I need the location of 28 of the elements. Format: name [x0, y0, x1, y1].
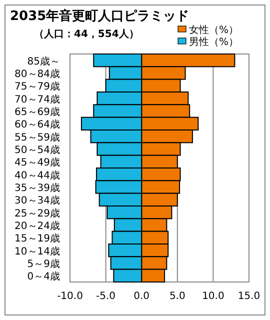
x-tick-label: -5.0 — [96, 291, 116, 302]
y-tick-label: 55～59歳 — [14, 131, 60, 144]
y-tick-label: 80～84歳 — [14, 68, 60, 80]
x-tick-label: 0.0 — [134, 291, 150, 302]
chart-title: 2035年音更町人口ピラミッド — [10, 8, 190, 24]
y-tick-label: 60～64歳 — [14, 118, 60, 131]
x-tick-label: 15.0 — [238, 291, 260, 302]
legend-label: 男性（%） — [189, 36, 239, 48]
y-tick-label: 10～14歳 — [14, 245, 60, 258]
y-tick-label: 75～79歳 — [14, 80, 60, 93]
y-tick-label: 45～49歳 — [14, 156, 60, 169]
y-tick-label: 50～54歳 — [14, 144, 60, 156]
y-tick-label: 15～19歳 — [14, 232, 60, 245]
y-tick-label: 35～39歳 — [14, 182, 60, 194]
y-tick-label: 25～29歳 — [14, 207, 60, 220]
legend-label: 女性（%） — [189, 24, 239, 36]
y-tick-label: 40～44歳 — [14, 169, 60, 182]
x-tick-label: 5.0 — [169, 291, 186, 302]
y-tick-label: 85歳～ — [27, 55, 60, 68]
y-tick-label: 20～24歳 — [14, 220, 60, 232]
x-tick-label: 10.0 — [202, 291, 224, 302]
y-tick-label: 5～9歳 — [27, 258, 60, 270]
chart-subtitle: （人口：44，554人） — [34, 28, 139, 40]
y-tick-label: 0～4歳 — [27, 270, 60, 283]
y-tick-label: 65～69歳 — [14, 106, 60, 118]
y-tick-label: 30～34歳 — [14, 194, 60, 207]
y-tick-label: 70～74歳 — [14, 93, 60, 106]
x-tick-label: -10.0 — [57, 291, 83, 302]
